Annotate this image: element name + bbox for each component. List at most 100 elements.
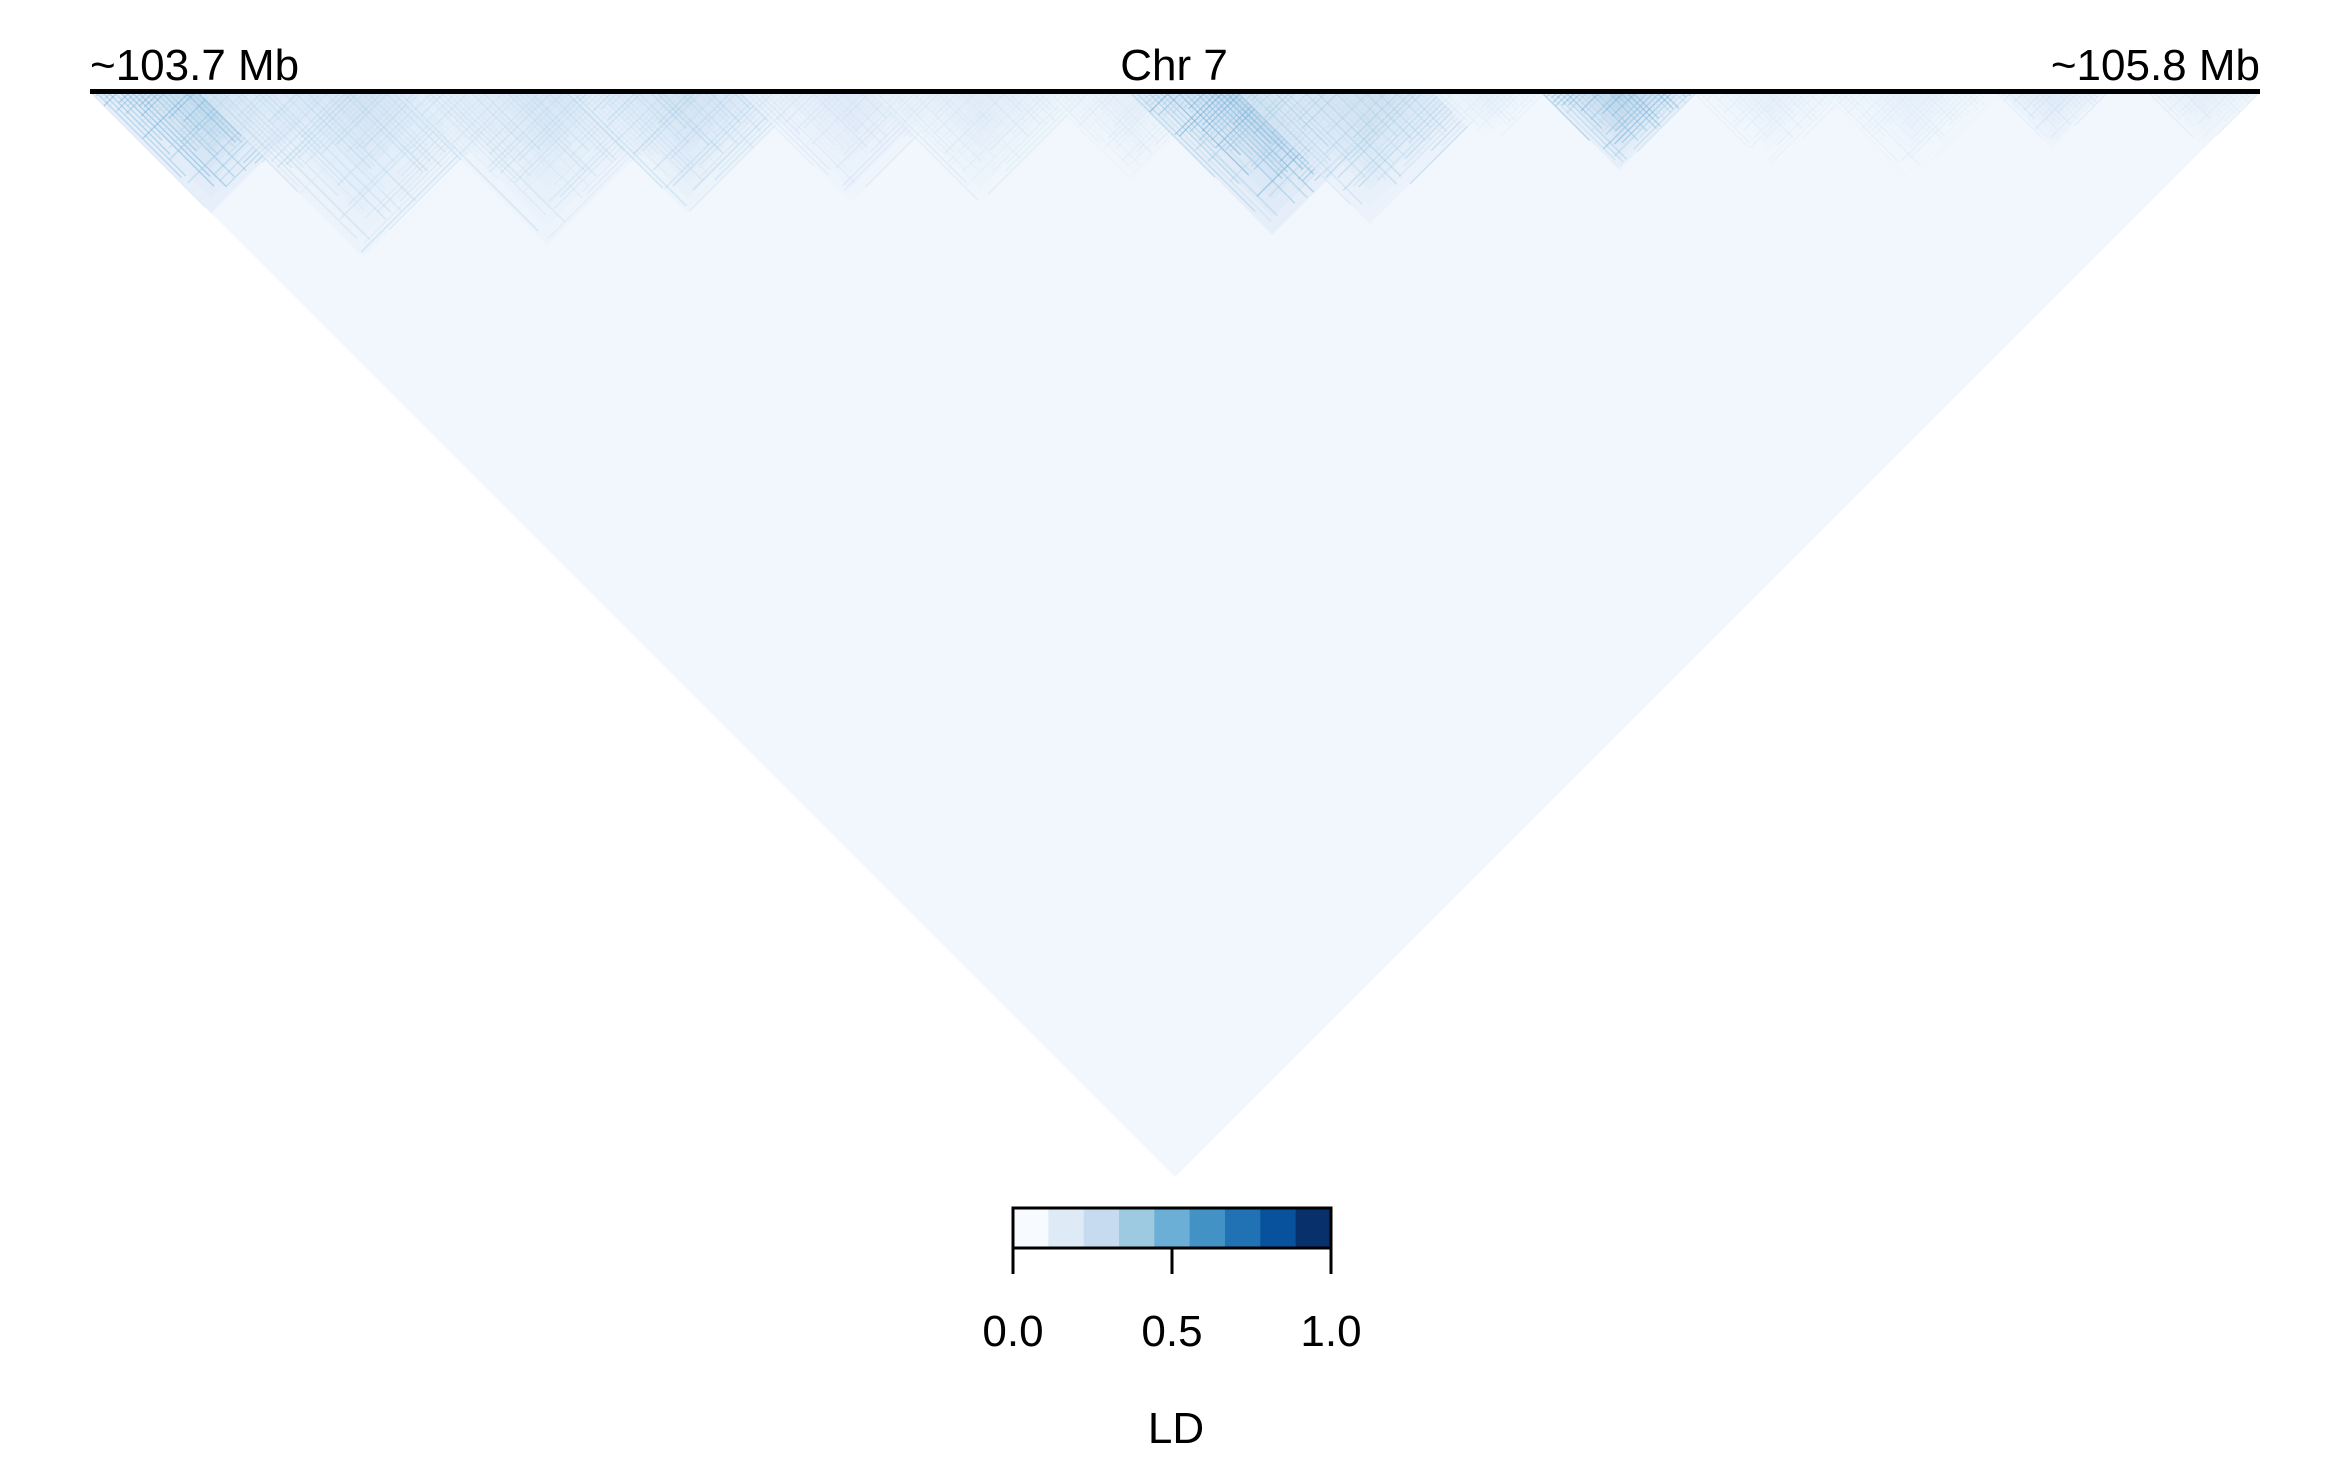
ld-texture-line: [1110, 93, 1160, 143]
ld-texture-line: [1079, 93, 1106, 120]
ld-texture-line: [1104, 93, 1152, 141]
ld-texture-line: [2161, 93, 2194, 126]
ld-texture-line: [913, 93, 982, 162]
ld-texture-line: [900, 93, 921, 114]
ld-texture-line: [1441, 93, 1448, 100]
ld-texture-line: [1773, 93, 1796, 116]
ld-texture-line: [967, 93, 998, 124]
ld-texture-line: [1597, 93, 1628, 125]
ld-block-layer: [471, 94, 623, 170]
ld-texture-line: [784, 93, 815, 124]
ld-texture-line: [1143, 93, 1272, 222]
ld-texture-line: [1116, 93, 1154, 132]
ld-texture-line: [675, 93, 719, 137]
ld-texture-line: [991, 93, 1030, 132]
ld-texture-line: [1466, 93, 1478, 105]
ld-texture-line: [687, 93, 738, 145]
ld-texture-line: [586, 93, 599, 106]
ld-texture-line: [332, 93, 390, 152]
ld-texture-line: [1889, 93, 1921, 126]
ld-texture-line: [1566, 93, 1587, 114]
ld-texture-line: [1281, 93, 1366, 178]
ld-texture-line: [1901, 93, 1945, 136]
ld-texture-line: [1244, 93, 1247, 97]
ld-texture-line: [1197, 93, 1283, 180]
ld-texture-line: [1021, 93, 1038, 110]
ld-texture-line: [1554, 93, 1624, 163]
ld-texture-line: [1098, 93, 1136, 131]
ld-texture-line: [1512, 93, 1527, 107]
ld-texture-line: [1910, 93, 1975, 159]
ld-texture-line: [469, 93, 515, 139]
ld-texture-line: [362, 93, 431, 163]
ld-texture-line: [1194, 93, 1252, 151]
ld-texture-line: [297, 93, 364, 160]
ld-texture-line: [1287, 93, 1301, 108]
ld-texture-line: [803, 93, 839, 129]
ld-texture-line: [1860, 93, 1897, 130]
ld-block-layer: [1448, 94, 1530, 135]
ld-texture-line: [104, 93, 111, 100]
ld-texture-line: [663, 93, 724, 154]
ld-texture-line: [356, 93, 412, 149]
ld-texture-line: [841, 93, 869, 121]
ld-texture-line: [2158, 93, 2169, 104]
ld-texture-line: [750, 93, 755, 98]
ld-block-layer: [1694, 94, 1847, 170]
ld-texture-line: [1201, 93, 1241, 133]
ld-texture-line: [1583, 93, 1605, 115]
ld-texture-line: [1770, 93, 1841, 165]
ld-texture-line: [1337, 93, 1422, 179]
ld-texture-line: [151, 93, 235, 178]
ld-texture-line: [1256, 93, 1265, 102]
ld-texture-line: [239, 93, 273, 127]
ld-texture-line: [915, 93, 939, 117]
ld-texture-line: [946, 93, 993, 140]
ld-texture-line: [712, 93, 754, 135]
ld-texture-line: [861, 93, 887, 119]
ld-texture-line: [1307, 93, 1332, 118]
ld-texture-line: [2054, 93, 2101, 140]
ld-texture-line: [804, 93, 827, 116]
ld-texture-line: [223, 93, 371, 241]
ld-texture-line: [1742, 93, 1782, 132]
ld-texture-line: [109, 93, 171, 155]
ld-texture-line: [2015, 93, 2047, 124]
ld-texture-line: [965, 93, 1059, 187]
ld-texture-line: [1901, 93, 1969, 161]
ld-block-layer: [2045, 94, 2059, 101]
ld-texture-line: [1884, 93, 1935, 145]
ld-texture-line: [1913, 93, 1937, 117]
ld-block-layer: [885, 94, 1075, 189]
ld-block-layer: [342, 94, 384, 115]
legend-color-swatch: [1260, 1208, 1297, 1248]
ld-texture-line: [436, 93, 566, 223]
ld-texture-line: [778, 93, 797, 112]
ld-texture-line: [901, 93, 978, 170]
ld-texture-line: [304, 93, 376, 165]
chromosome-axis-line: [90, 89, 2260, 94]
ld-block-layer: [782, 94, 918, 162]
ld-texture-line: [91, 93, 206, 208]
ld-texture-line: [103, 93, 117, 107]
ld-texture-line: [855, 93, 879, 116]
ld-texture-line: [585, 93, 669, 177]
ld-texture-line: [107, 93, 123, 109]
ld-texture-line: [2251, 93, 2255, 97]
ld-texture-line: [125, 93, 147, 115]
ld-texture-line: [1639, 93, 1684, 138]
ld-texture-line: [1717, 93, 1726, 102]
ld-texture-line: [1068, 93, 1088, 113]
ld-texture-line: [651, 93, 687, 129]
ld-texture-line: [1579, 93, 1617, 131]
ld-texture-line: [1821, 93, 1833, 104]
ld-texture-line: [642, 93, 701, 151]
ld-texture-line: [1851, 93, 1874, 116]
ld-texture-line: [753, 93, 830, 170]
ld-texture-line: [1330, 93, 1371, 135]
ld-texture-line: [989, 93, 1047, 151]
ld-texture-line: [320, 93, 382, 155]
ld-texture-line: [2013, 93, 2023, 103]
ld-texture-line: [488, 93, 563, 168]
ld-block-layer: [2197, 94, 2211, 101]
